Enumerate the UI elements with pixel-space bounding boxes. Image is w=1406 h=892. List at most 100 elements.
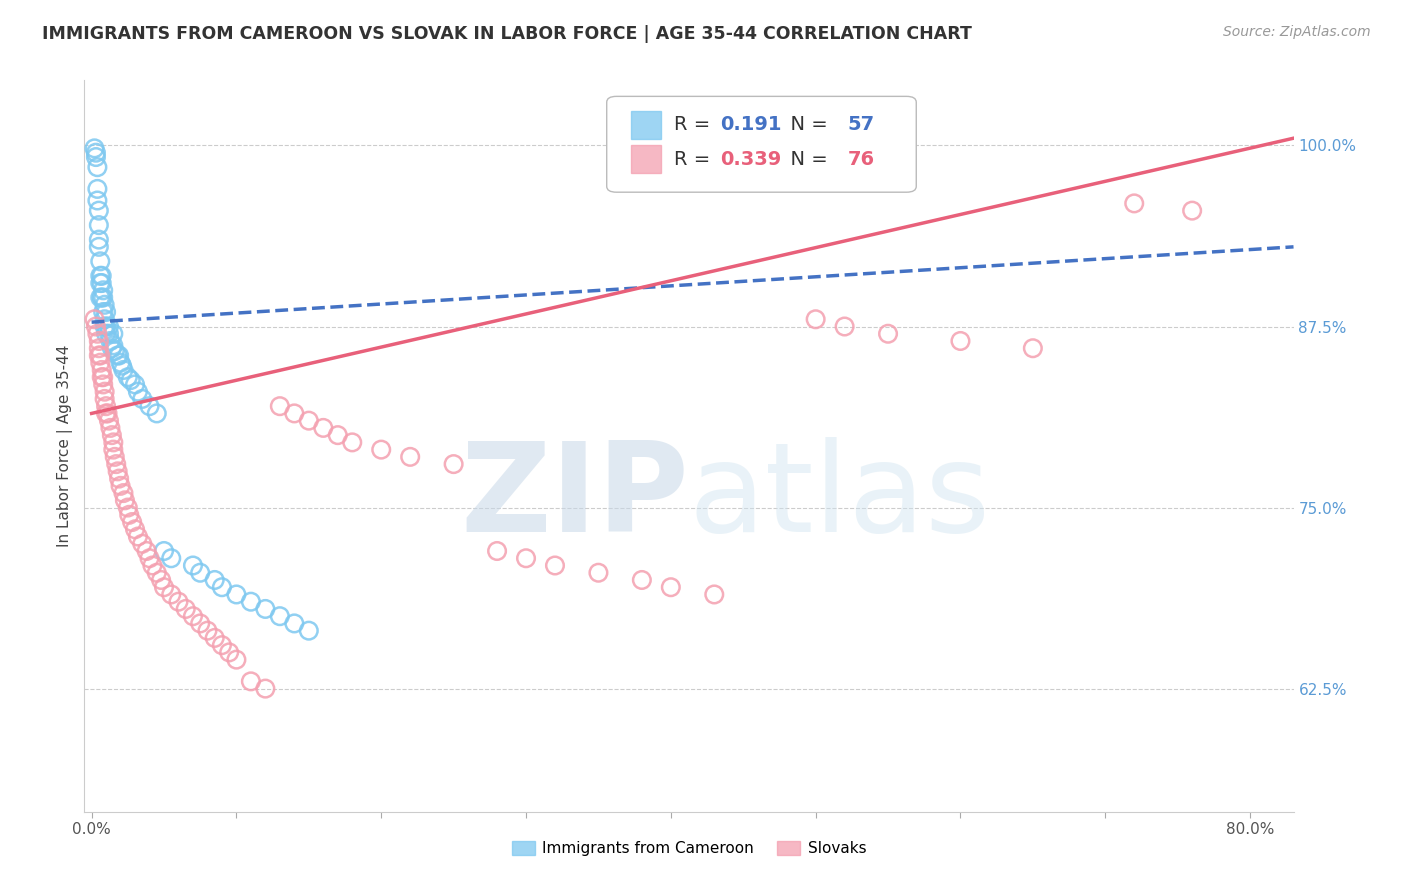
Point (93, 312, 115, 326)
Point (93, 319, 115, 334)
Point (91, 377, 114, 392)
Point (89, 276, 111, 290)
Point (181, 609, 204, 624)
Point (108, 472, 131, 486)
Point (138, 551, 160, 566)
Point (91, 370, 114, 384)
Point (91, 283, 114, 297)
Point (269, 399, 291, 413)
Point (121, 515, 143, 529)
Point (107, 349, 129, 363)
Point (135, 544, 157, 558)
Point (486, 544, 509, 558)
Point (443, 457, 465, 471)
Legend: Immigrants from Cameroon, Slovaks: Immigrants from Cameroon, Slovaks (506, 835, 872, 863)
Point (91, 291, 114, 305)
Point (145, 406, 167, 420)
Point (160, 551, 183, 566)
Point (94, 319, 117, 334)
Point (94, 305, 117, 319)
Bar (631, 111, 661, 139)
Point (138, 399, 160, 413)
Point (659, 580, 682, 594)
Point (703, 587, 725, 601)
Point (112, 486, 135, 500)
Point (83, 141, 105, 155)
Bar (631, 145, 661, 173)
Point (104, 450, 127, 464)
Point (89, 254, 111, 268)
Point (254, 681, 277, 696)
Point (101, 341, 124, 355)
Point (111, 359, 134, 373)
Point (145, 566, 167, 580)
Point (131, 392, 153, 406)
Point (211, 580, 233, 594)
Point (93, 384, 115, 399)
Y-axis label: In Labor Force | Age 35-44: In Labor Force | Age 35-44 (58, 345, 73, 547)
Point (544, 558, 567, 573)
Point (127, 529, 149, 543)
Text: 0.339: 0.339 (720, 150, 782, 169)
Text: N =: N = (779, 150, 834, 169)
Point (108, 349, 131, 363)
Point (84, 145, 107, 160)
Point (105, 457, 128, 471)
Point (174, 602, 197, 616)
Point (117, 500, 139, 515)
Point (91, 305, 114, 319)
Point (118, 508, 141, 522)
Point (283, 406, 305, 420)
Point (211, 638, 233, 652)
Point (87, 334, 110, 348)
Point (225, 587, 247, 601)
Point (120, 373, 142, 387)
Point (110, 479, 132, 493)
Point (167, 595, 190, 609)
Point (342, 435, 364, 450)
Point (96, 406, 118, 420)
Point (877, 326, 900, 341)
Point (153, 580, 176, 594)
Point (89, 356, 111, 370)
Point (90, 268, 112, 283)
Text: 0.191: 0.191 (720, 115, 782, 135)
Point (110, 356, 132, 370)
Point (326, 428, 349, 442)
Text: R =: R = (675, 115, 717, 135)
Point (399, 450, 422, 464)
Text: atlas: atlas (689, 437, 991, 558)
Point (90, 370, 112, 384)
Point (131, 537, 153, 551)
Point (87, 341, 110, 355)
Point (101, 428, 124, 442)
Point (90, 363, 112, 377)
Text: N =: N = (779, 115, 834, 135)
Point (197, 624, 219, 638)
Point (114, 493, 136, 508)
Point (84, 319, 107, 334)
Point (87, 349, 110, 363)
Text: Source: ZipAtlas.com: Source: ZipAtlas.com (1223, 25, 1371, 39)
Point (89, 291, 111, 305)
Point (86, 326, 108, 341)
Point (104, 344, 127, 359)
Point (254, 602, 277, 616)
Point (150, 573, 173, 587)
Point (631, 573, 654, 587)
Point (225, 653, 247, 667)
Point (181, 558, 204, 573)
Point (160, 587, 183, 601)
Point (94, 326, 117, 341)
Point (515, 551, 537, 566)
Point (98, 414, 121, 428)
Point (588, 566, 610, 580)
Point (804, 312, 827, 326)
Point (124, 522, 146, 536)
Point (98, 319, 121, 334)
Point (204, 573, 226, 587)
Point (218, 645, 240, 659)
Point (204, 631, 226, 645)
Point (98, 326, 121, 341)
Point (100, 334, 122, 348)
